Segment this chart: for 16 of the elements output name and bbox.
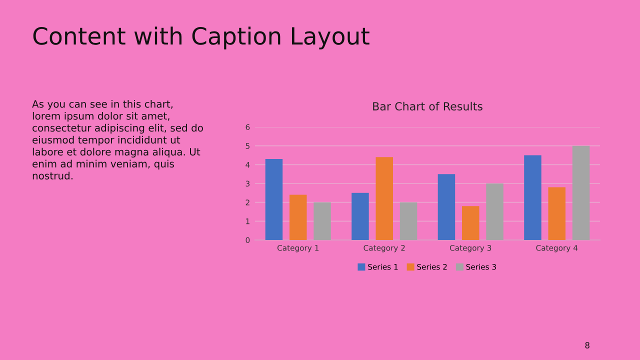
bar — [462, 206, 480, 240]
bar — [265, 159, 283, 240]
bar — [400, 202, 418, 240]
bar — [572, 146, 590, 240]
text: Content with Caption Layout — [33, 26, 370, 50]
bar — [376, 157, 393, 240]
bar — [548, 187, 566, 240]
bar — [486, 184, 504, 240]
bar — [314, 202, 331, 240]
chart-title: Bar Chart of Results — [373, 102, 482, 110]
bar — [352, 192, 369, 240]
text: 8 — [585, 342, 590, 348]
bar — [524, 155, 542, 240]
bar — [290, 194, 307, 240]
text: As you can see in this chart, lorem ipsum dolor sit amet, consectetur adipiscing elit, sed do eiusmod tempor incididunt ut labore et dolore magna aliqua. Ut enim ad minim veniam, quis nostrud. — [32, 100, 203, 180]
bar — [438, 174, 456, 240]
